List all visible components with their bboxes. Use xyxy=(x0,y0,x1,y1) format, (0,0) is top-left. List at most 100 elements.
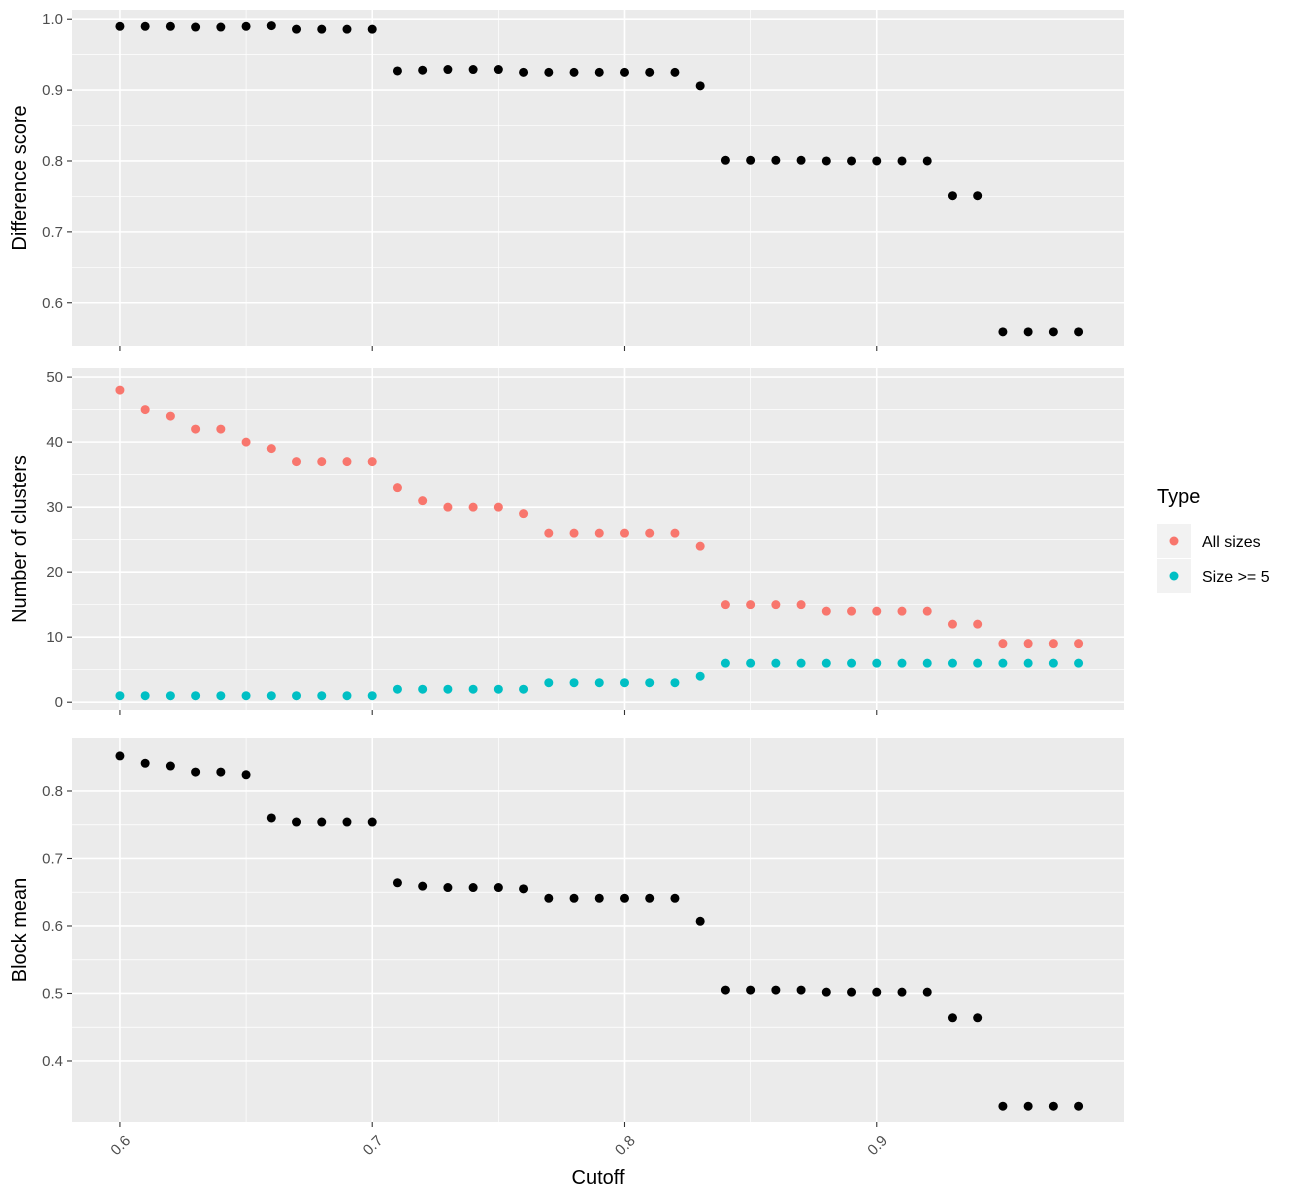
point xyxy=(973,619,983,629)
point xyxy=(569,678,579,688)
point xyxy=(165,21,175,31)
point xyxy=(1023,639,1033,649)
point xyxy=(670,528,680,538)
point xyxy=(670,678,680,688)
point xyxy=(418,65,428,75)
point xyxy=(392,483,402,493)
point xyxy=(1048,658,1058,668)
point xyxy=(746,985,756,995)
point xyxy=(771,155,781,165)
point xyxy=(821,156,831,166)
y-tick-label: 0.7 xyxy=(42,224,63,241)
point xyxy=(292,691,302,701)
point xyxy=(493,684,503,694)
point xyxy=(897,606,907,616)
point xyxy=(519,884,529,894)
point xyxy=(317,24,327,34)
point xyxy=(468,684,478,694)
point xyxy=(443,65,453,75)
point xyxy=(645,528,655,538)
point xyxy=(165,761,175,771)
point xyxy=(973,191,983,201)
point xyxy=(796,600,806,610)
point xyxy=(266,813,276,823)
point xyxy=(594,893,604,903)
y-tick-label: 20 xyxy=(46,564,63,581)
point xyxy=(216,424,226,434)
legend-title: Type xyxy=(1157,486,1200,508)
point xyxy=(292,24,302,34)
point xyxy=(998,639,1008,649)
point xyxy=(317,457,327,467)
point xyxy=(241,770,251,780)
point xyxy=(569,893,579,903)
point xyxy=(947,191,957,201)
point xyxy=(670,67,680,77)
point xyxy=(998,1101,1008,1111)
x-axis-title: Cutoff xyxy=(572,1167,625,1189)
point xyxy=(720,985,730,995)
point xyxy=(897,156,907,166)
point xyxy=(1023,1101,1033,1111)
point xyxy=(720,155,730,165)
point xyxy=(1074,327,1084,337)
point xyxy=(973,658,983,668)
point xyxy=(443,684,453,694)
point xyxy=(922,606,932,616)
point xyxy=(216,767,226,777)
point xyxy=(619,893,629,903)
point xyxy=(947,1013,957,1023)
point xyxy=(266,444,276,454)
point xyxy=(241,437,251,447)
y-axis-title: Number of clusters xyxy=(9,455,31,623)
point xyxy=(292,817,302,827)
point xyxy=(847,156,857,166)
panel-background xyxy=(72,368,1124,710)
point xyxy=(695,916,705,926)
point xyxy=(746,155,756,165)
point xyxy=(216,691,226,701)
x-tick-label: 0.7 xyxy=(360,1132,387,1159)
point xyxy=(443,502,453,512)
point xyxy=(821,658,831,668)
point xyxy=(796,155,806,165)
point xyxy=(468,883,478,893)
point xyxy=(342,24,352,34)
point xyxy=(1048,1101,1058,1111)
point xyxy=(241,691,251,701)
point xyxy=(720,658,730,668)
point xyxy=(872,987,882,997)
panel-background xyxy=(72,738,1124,1122)
y-tick-label: 30 xyxy=(46,499,63,516)
point xyxy=(897,658,907,668)
y-tick-label: 0.8 xyxy=(42,153,63,170)
point xyxy=(872,156,882,166)
point xyxy=(392,684,402,694)
legend-marker xyxy=(1169,571,1179,581)
point xyxy=(165,411,175,421)
x-tick-label: 0.8 xyxy=(612,1132,639,1159)
point xyxy=(216,22,226,32)
point xyxy=(493,883,503,893)
point xyxy=(1074,639,1084,649)
point xyxy=(746,658,756,668)
point xyxy=(1048,327,1058,337)
point xyxy=(821,606,831,616)
panel-background xyxy=(72,10,1124,346)
point xyxy=(670,893,680,903)
y-tick-label: 0.4 xyxy=(42,1053,63,1070)
point xyxy=(418,496,428,506)
point xyxy=(720,600,730,610)
point xyxy=(594,67,604,77)
point xyxy=(191,691,201,701)
point xyxy=(847,658,857,668)
point xyxy=(468,502,478,512)
point xyxy=(847,606,857,616)
point xyxy=(544,678,554,688)
point xyxy=(544,67,554,77)
point xyxy=(544,528,554,538)
point xyxy=(140,691,150,701)
point xyxy=(468,65,478,75)
y-tick-label: 50 xyxy=(46,369,63,386)
point xyxy=(519,67,529,77)
